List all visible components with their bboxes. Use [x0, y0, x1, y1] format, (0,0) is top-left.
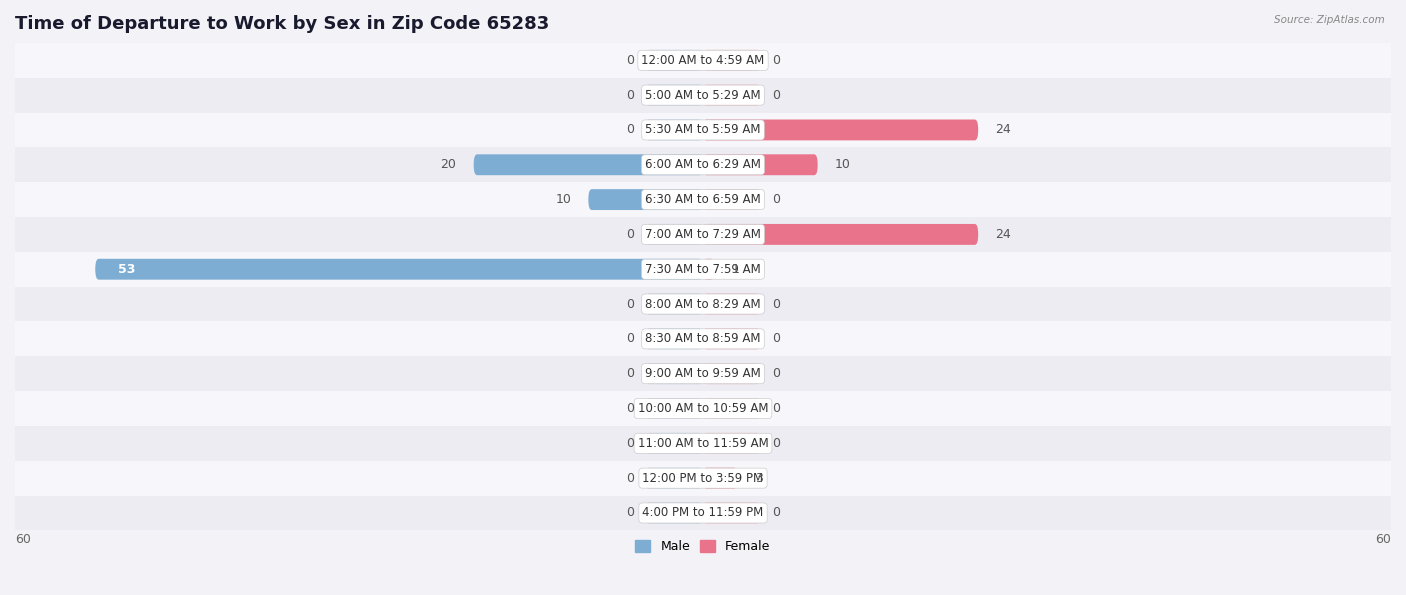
Text: 0: 0 [626, 228, 634, 241]
FancyBboxPatch shape [96, 259, 703, 280]
FancyBboxPatch shape [15, 217, 1391, 252]
Text: 0: 0 [626, 367, 634, 380]
Text: 5:00 AM to 5:29 AM: 5:00 AM to 5:29 AM [645, 89, 761, 102]
Text: 12:00 PM to 3:59 PM: 12:00 PM to 3:59 PM [643, 472, 763, 485]
FancyBboxPatch shape [15, 287, 1391, 321]
Text: 8:00 AM to 8:29 AM: 8:00 AM to 8:29 AM [645, 298, 761, 311]
Text: 0: 0 [772, 367, 780, 380]
Text: 0: 0 [626, 506, 634, 519]
Text: 0: 0 [626, 333, 634, 345]
FancyBboxPatch shape [703, 328, 761, 349]
Text: 20: 20 [440, 158, 457, 171]
Text: 0: 0 [772, 333, 780, 345]
FancyBboxPatch shape [15, 391, 1391, 426]
Text: 0: 0 [626, 472, 634, 485]
FancyBboxPatch shape [645, 398, 703, 419]
FancyBboxPatch shape [645, 468, 703, 488]
FancyBboxPatch shape [703, 468, 737, 488]
FancyBboxPatch shape [15, 112, 1391, 148]
FancyBboxPatch shape [645, 120, 703, 140]
Text: 0: 0 [772, 437, 780, 450]
Text: 0: 0 [772, 402, 780, 415]
FancyBboxPatch shape [645, 84, 703, 105]
Text: 0: 0 [772, 193, 780, 206]
FancyBboxPatch shape [703, 293, 761, 315]
Text: 7:30 AM to 7:59 AM: 7:30 AM to 7:59 AM [645, 263, 761, 275]
Text: 0: 0 [626, 54, 634, 67]
FancyBboxPatch shape [15, 461, 1391, 496]
FancyBboxPatch shape [645, 433, 703, 454]
FancyBboxPatch shape [15, 496, 1391, 530]
FancyBboxPatch shape [703, 363, 761, 384]
Text: Time of Departure to Work by Sex in Zip Code 65283: Time of Departure to Work by Sex in Zip … [15, 15, 550, 33]
Text: 9:00 AM to 9:59 AM: 9:00 AM to 9:59 AM [645, 367, 761, 380]
FancyBboxPatch shape [15, 182, 1391, 217]
Text: 10: 10 [555, 193, 571, 206]
FancyBboxPatch shape [645, 224, 703, 245]
Text: 0: 0 [626, 402, 634, 415]
Text: 0: 0 [626, 298, 634, 311]
Text: 53: 53 [118, 263, 135, 275]
FancyBboxPatch shape [703, 84, 761, 105]
Text: 60: 60 [15, 533, 31, 546]
FancyBboxPatch shape [703, 120, 979, 140]
Text: 6:30 AM to 6:59 AM: 6:30 AM to 6:59 AM [645, 193, 761, 206]
Text: 4:00 PM to 11:59 PM: 4:00 PM to 11:59 PM [643, 506, 763, 519]
FancyBboxPatch shape [15, 321, 1391, 356]
Text: Source: ZipAtlas.com: Source: ZipAtlas.com [1274, 15, 1385, 25]
Text: 0: 0 [772, 54, 780, 67]
Text: 0: 0 [626, 89, 634, 102]
FancyBboxPatch shape [15, 426, 1391, 461]
Text: 24: 24 [995, 228, 1011, 241]
Text: 10:00 AM to 10:59 AM: 10:00 AM to 10:59 AM [638, 402, 768, 415]
Text: 10: 10 [835, 158, 851, 171]
Text: 60: 60 [1375, 533, 1391, 546]
FancyBboxPatch shape [15, 148, 1391, 182]
FancyBboxPatch shape [474, 154, 703, 175]
FancyBboxPatch shape [645, 328, 703, 349]
FancyBboxPatch shape [703, 189, 761, 210]
Text: 5:30 AM to 5:59 AM: 5:30 AM to 5:59 AM [645, 123, 761, 136]
FancyBboxPatch shape [703, 259, 714, 280]
Text: 8:30 AM to 8:59 AM: 8:30 AM to 8:59 AM [645, 333, 761, 345]
FancyBboxPatch shape [645, 363, 703, 384]
Text: 0: 0 [772, 298, 780, 311]
Text: 11:00 AM to 11:59 AM: 11:00 AM to 11:59 AM [638, 437, 768, 450]
Text: 24: 24 [995, 123, 1011, 136]
Text: 0: 0 [626, 123, 634, 136]
Legend: Male, Female: Male, Female [630, 536, 776, 558]
FancyBboxPatch shape [703, 224, 979, 245]
FancyBboxPatch shape [703, 154, 818, 175]
Text: 0: 0 [772, 506, 780, 519]
FancyBboxPatch shape [15, 356, 1391, 391]
FancyBboxPatch shape [15, 43, 1391, 78]
FancyBboxPatch shape [703, 503, 761, 524]
FancyBboxPatch shape [645, 503, 703, 524]
Text: 6:00 AM to 6:29 AM: 6:00 AM to 6:29 AM [645, 158, 761, 171]
FancyBboxPatch shape [645, 50, 703, 71]
FancyBboxPatch shape [645, 293, 703, 315]
Text: 1: 1 [731, 263, 740, 275]
FancyBboxPatch shape [703, 50, 761, 71]
FancyBboxPatch shape [703, 433, 761, 454]
FancyBboxPatch shape [15, 252, 1391, 287]
Text: 7:00 AM to 7:29 AM: 7:00 AM to 7:29 AM [645, 228, 761, 241]
Text: 0: 0 [626, 437, 634, 450]
FancyBboxPatch shape [588, 189, 703, 210]
FancyBboxPatch shape [703, 398, 761, 419]
Text: 12:00 AM to 4:59 AM: 12:00 AM to 4:59 AM [641, 54, 765, 67]
Text: 0: 0 [772, 89, 780, 102]
Text: 3: 3 [755, 472, 762, 485]
FancyBboxPatch shape [15, 78, 1391, 112]
